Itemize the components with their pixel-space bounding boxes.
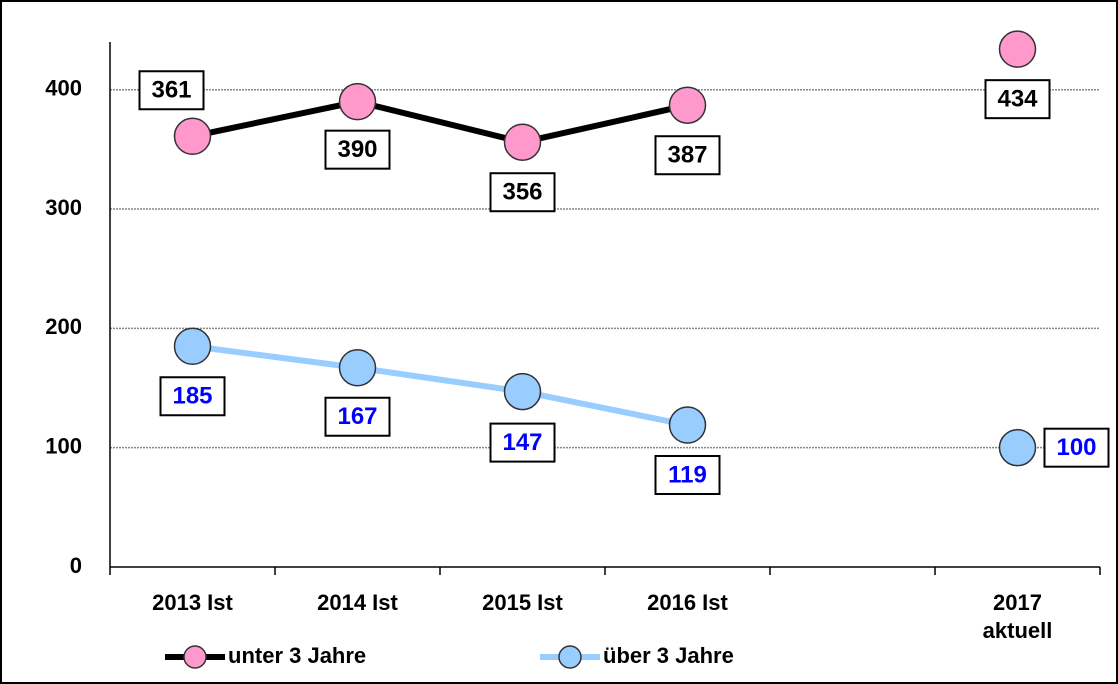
marker	[338, 348, 377, 387]
x-tick-label: 2016 Ist	[647, 590, 728, 615]
series-line	[192, 343, 689, 428]
data-label-box	[1043, 427, 1110, 468]
marker	[503, 372, 542, 411]
data-label-box	[138, 70, 205, 111]
data-label-box	[654, 455, 721, 496]
data-label: 185	[172, 383, 212, 410]
data-label: 434	[997, 86, 1038, 113]
legend-label: über 3 Jahre	[603, 643, 734, 668]
x-tick-label: 2013 Ist	[152, 590, 233, 615]
legend-marker	[183, 645, 207, 669]
data-label: 356	[502, 179, 542, 206]
marker	[668, 86, 707, 124]
y-tick-label: 0	[70, 553, 82, 578]
data-label-box	[489, 172, 556, 213]
data-label: 390	[337, 136, 377, 163]
y-tick-label: 200	[45, 314, 82, 339]
data-label-box	[324, 129, 391, 170]
data-label-box	[324, 396, 391, 437]
y-tick-label: 400	[45, 76, 82, 101]
data-label: 387	[667, 142, 707, 169]
data-label: 361	[151, 77, 191, 104]
y-tick-label: 100	[45, 433, 82, 458]
x-tick-label: 2017 aktuell	[982, 590, 1053, 643]
data-label-box	[984, 79, 1051, 120]
data-label: 167	[337, 403, 377, 430]
data-label-box	[654, 135, 721, 176]
marker	[173, 117, 212, 156]
data-label: 119	[668, 461, 707, 488]
data-label-box	[489, 422, 556, 463]
legend-marker	[558, 645, 582, 669]
x-tick-label: 2015 Ist	[482, 590, 563, 615]
marker	[338, 82, 377, 121]
marker	[173, 327, 212, 366]
data-label-box	[159, 376, 226, 417]
marker	[668, 406, 707, 444]
legend-label: unter 3 Jahre	[228, 643, 366, 668]
marker	[503, 123, 542, 161]
series-line	[191, 98, 689, 146]
y-tick-label: 300	[45, 195, 82, 220]
data-label: 147	[502, 429, 542, 456]
x-tick-label: 2014 Ist	[317, 590, 398, 615]
data-label: 100	[1056, 434, 1096, 461]
marker	[998, 30, 1037, 68]
marker	[998, 428, 1037, 467]
